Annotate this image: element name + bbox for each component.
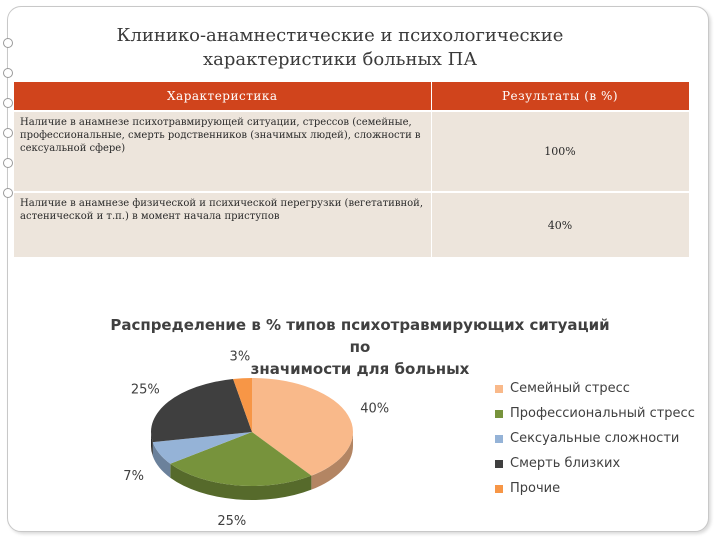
pie-slice-side <box>311 432 353 490</box>
legend-item: Семейный стресс <box>495 376 695 401</box>
table-row: Наличие в анамнезе физической и психичес… <box>14 191 690 257</box>
legend-swatch <box>495 409 503 418</box>
legend-item: Профессиональный стресс <box>495 401 695 426</box>
pie-value-label: 40% <box>360 402 389 417</box>
pie-slice <box>170 432 312 487</box>
cell-result: 100% <box>431 110 690 192</box>
legend-swatch <box>495 434 503 443</box>
pie-slice <box>233 378 252 432</box>
legend-swatch <box>495 384 503 393</box>
chart-legend: Семейный стресс Профессиональный стресс Се… <box>495 376 695 501</box>
binder-ring-icon <box>3 188 13 198</box>
legend-label: Смерть близких <box>510 456 621 471</box>
cell-result: 40% <box>431 191 690 257</box>
pie-slice-side <box>170 463 312 501</box>
pie-slice-side <box>152 442 171 478</box>
pie-slice-side <box>151 432 153 457</box>
binder-ring-icon <box>3 38 13 48</box>
pie-slice <box>152 432 252 464</box>
column-header-characteristic: Характеристика <box>14 82 432 111</box>
slide-title: Клинико-анамнестические и психологически… <box>60 24 620 72</box>
pie-slice <box>150 378 252 443</box>
legend-label: Профессиональный стресс <box>510 406 695 421</box>
legend-label: Семейный стресс <box>510 381 630 396</box>
slide-title-line1: Клинико-анамнестические и психологически… <box>116 25 564 46</box>
legend-item: Сексуальные сложности <box>495 426 695 451</box>
table-header-row: Характеристика Результаты (в %) <box>14 82 690 111</box>
cell-characteristic: Наличие в анамнезе физической и психичес… <box>14 191 432 257</box>
chart-title: Распределение в % типов психотравмирующи… <box>110 314 610 380</box>
characteristics-table: Характеристика Результаты (в %) Наличие … <box>14 82 690 257</box>
legend-item: Смерть близких <box>495 451 695 476</box>
column-header-result: Результаты (в %) <box>431 82 690 111</box>
pie-value-label: 3% <box>230 349 251 364</box>
legend-label: Сексуальные сложности <box>510 431 680 446</box>
legend-swatch <box>495 484 503 493</box>
pie-slice <box>252 378 354 476</box>
legend-swatch <box>495 459 503 468</box>
chart-title-line1: Распределение в % типов психотравмирующи… <box>110 316 610 356</box>
cell-characteristic: Наличие в анамнезе психотравмирующей сит… <box>14 110 432 192</box>
binder-ring-icon <box>3 68 13 78</box>
binder-ring-icon <box>3 158 13 168</box>
table-row: Наличие в анамнезе психотравмирующей сит… <box>14 110 690 192</box>
pie-value-label: 25% <box>217 514 246 529</box>
legend-label: Прочие <box>510 481 561 496</box>
pie-value-label: 7% <box>123 469 144 484</box>
pie-value-label: 25% <box>131 382 160 397</box>
chart-title-line2: значимости для больных <box>250 360 470 378</box>
legend-item: Прочие <box>495 476 695 501</box>
slide-title-line2: характеристики больных ПА <box>203 49 477 70</box>
binder-ring-icon <box>3 128 13 138</box>
binder-ring-icon <box>3 98 13 108</box>
